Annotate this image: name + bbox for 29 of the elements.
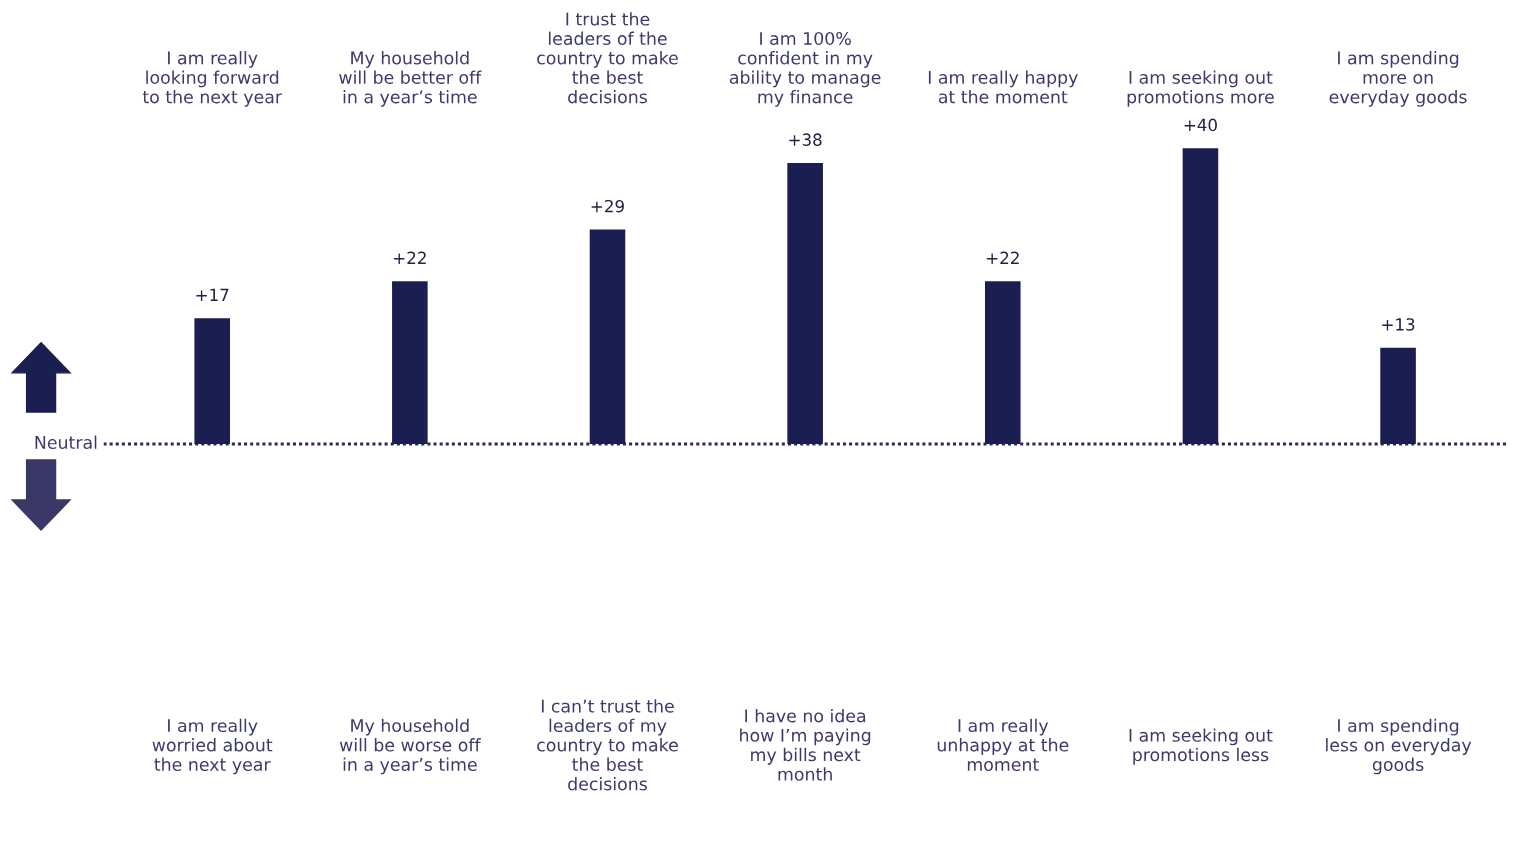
bar [1380, 347, 1416, 444]
text: I am spending less on everyday goods [1326, 718, 1472, 775]
data-label: +13 [1382, 318, 1415, 331]
bar [392, 281, 428, 444]
x-tick-label: My household will be better off in a year’s time [339, 51, 482, 107]
data-label: +17 [196, 288, 229, 301]
text: I am really worried about the next year [152, 718, 273, 775]
x-tick-label: I am really looking forward to the next year [142, 51, 283, 107]
text: My household will be worse off in a year’s time [339, 718, 481, 775]
text: I can’t trust the leaders of my country to make the best decisions [537, 699, 678, 791]
data-label: +29 [591, 199, 624, 213]
data-label: +22 [986, 251, 1019, 264]
text: I have no idea how I’m paying my bills next month [740, 708, 871, 781]
x-tick-label: I trust the leaders of the country to make the best decisions [537, 12, 678, 104]
x-tick-label: I am 100% confident in my ability to manage my finance [729, 31, 881, 107]
text: I am really unhappy at the moment [937, 718, 1069, 771]
text: I am seeking out promotions less [1129, 728, 1273, 765]
x-tick-label: I am spending more on everyday goods [1329, 51, 1467, 107]
bar [589, 229, 626, 444]
bar [985, 281, 1021, 444]
bar [1182, 148, 1219, 444]
data-label: +22 [394, 251, 426, 264]
data-label: +38 [789, 133, 822, 146]
ref-line-label: Neutral [35, 435, 97, 449]
bar [194, 318, 230, 444]
x-tick-label: I am seeking out promotions more [1127, 70, 1274, 107]
bar [787, 163, 823, 444]
data-label: +40 [1184, 118, 1217, 132]
x-tick-label: I am really happy at the moment [928, 70, 1078, 104]
